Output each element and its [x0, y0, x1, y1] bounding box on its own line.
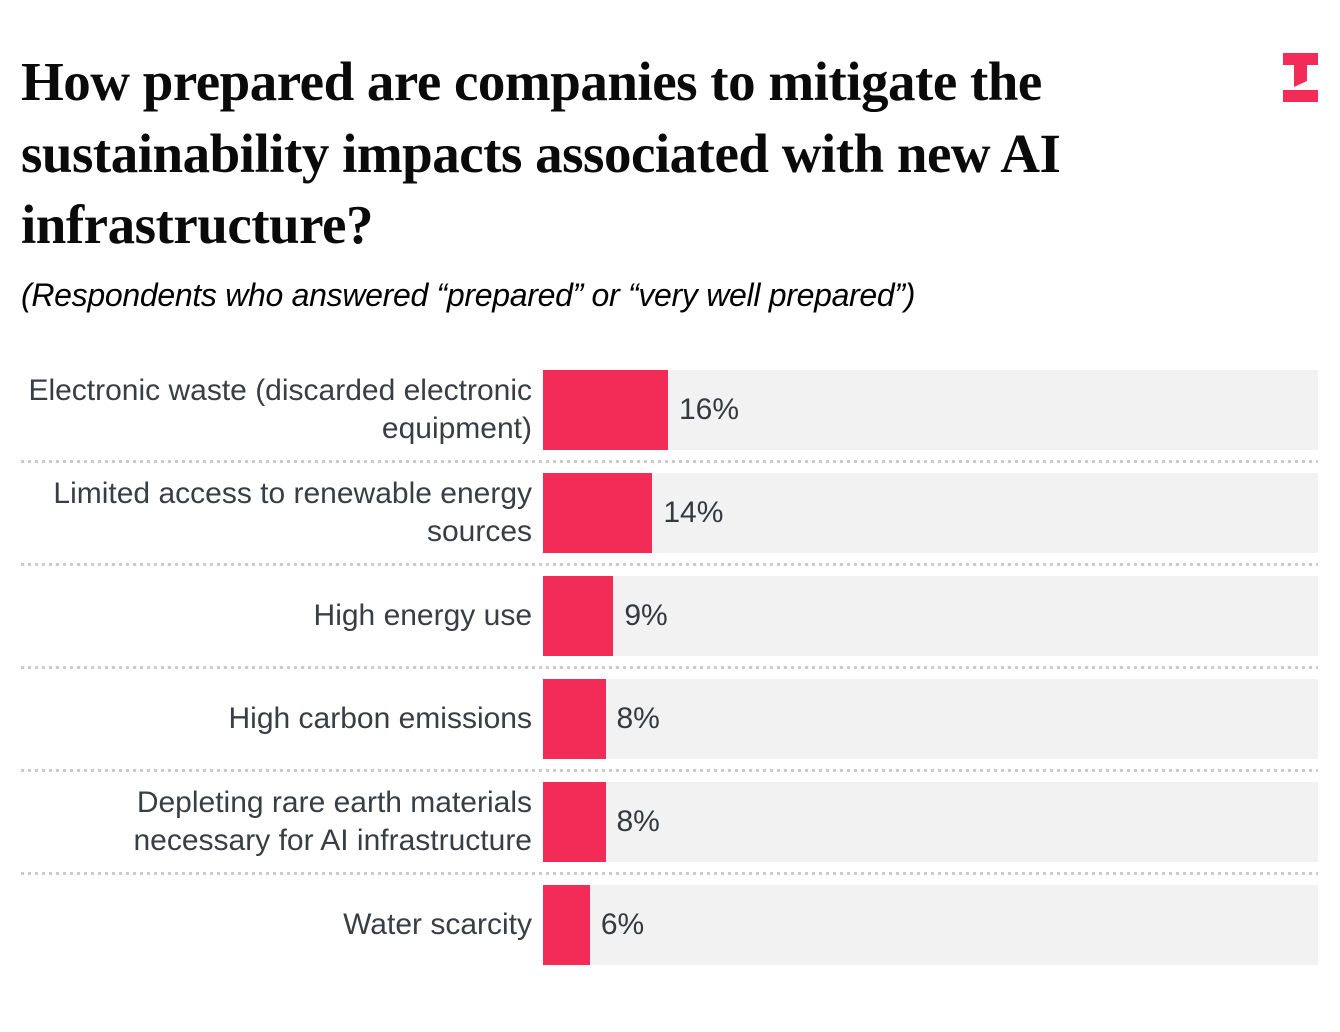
- techtarget-logo-icon: [1283, 53, 1318, 102]
- bar-track: 14%: [543, 472, 1318, 553]
- bar: [543, 884, 590, 965]
- bar: [543, 369, 668, 450]
- row-separator: [21, 665, 1318, 669]
- row-separator: [21, 459, 1318, 463]
- bar: [543, 678, 606, 759]
- bar-track: 8%: [543, 678, 1318, 759]
- value-label: 16%: [679, 392, 740, 426]
- value-label: 8%: [616, 701, 660, 735]
- bar-chart: Electronic waste (discarded electronic e…: [21, 369, 1318, 965]
- category-label: Water scarcity: [343, 907, 532, 941]
- chart-row: Limited access to renewable energy sourc…: [21, 472, 1318, 553]
- value-label: 6%: [600, 907, 645, 941]
- bar: [543, 781, 606, 862]
- bar-track: 16%: [543, 369, 1318, 450]
- category-label: High carbon emissions: [228, 701, 532, 735]
- chart-row: High energy use 9%: [21, 575, 1318, 656]
- chart-row: Electronic waste (discarded electronic e…: [21, 369, 1318, 450]
- chart-title: How prepared are companies to mitigate t…: [21, 51, 1061, 255]
- category-label: High energy use: [313, 598, 532, 632]
- chart-row: Water scarcity 6%: [21, 884, 1318, 965]
- row-separator: [21, 562, 1318, 566]
- bar: [543, 575, 614, 656]
- chart-row: Depleting rare earth materials necessary…: [21, 781, 1318, 862]
- row-separator: [21, 871, 1318, 875]
- row-separator: [21, 768, 1318, 772]
- bar: [543, 472, 653, 553]
- value-label: 14%: [663, 495, 724, 529]
- chart-subtitle: (Respondents who answered “prepared” or …: [21, 276, 916, 313]
- bar-track: 8%: [543, 781, 1318, 862]
- bar-track: 6%: [543, 884, 1318, 965]
- bar-track: 9%: [543, 575, 1318, 656]
- category-label: Depleting rare earth materials necessary…: [133, 785, 533, 857]
- value-label: 9%: [624, 598, 668, 632]
- category-label: Electronic waste (discarded electronic e…: [28, 373, 532, 445]
- chart-row: High carbon emissions 8%: [21, 678, 1318, 759]
- value-label: 8%: [616, 804, 660, 838]
- category-label: Limited access to renewable energy sourc…: [53, 476, 532, 548]
